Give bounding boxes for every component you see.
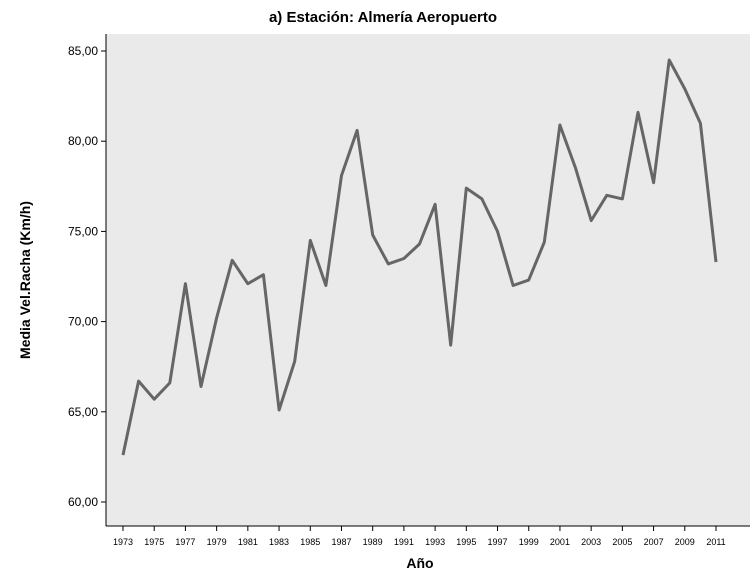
x-axis-label: Año (406, 555, 433, 571)
x-tick-label: 1977 (175, 537, 195, 547)
y-tick-label: 85,00 (68, 44, 98, 58)
y-axis: 60,00 65,00 70,00 75,00 80,00 85,00 (68, 34, 107, 526)
x-tick-label: 1999 (519, 537, 539, 547)
chart-title: a) Estación: Almería Aeropuerto (269, 9, 497, 26)
x-tick-label: 2001 (550, 537, 570, 547)
x-tick-label: 1993 (425, 537, 445, 547)
y-tick-label: 80,00 (68, 134, 98, 148)
x-tick-label: 1973 (113, 537, 133, 547)
x-tick-label: 2007 (644, 537, 664, 547)
plot-area (106, 34, 750, 526)
y-axis-label: Media Vel.Racha (Km/h) (17, 201, 33, 359)
y-tick-label: 70,00 (68, 315, 98, 329)
x-tick-label: 1981 (238, 537, 258, 547)
x-tick-label: 1989 (363, 537, 383, 547)
series-line (121, 58, 718, 456)
x-tick-label: 1991 (394, 537, 414, 547)
x-axis: 1973 1975 1977 1979 1981 1983 1985 1987 1989 1991… (106, 525, 750, 547)
y-tick-label: 60,00 (68, 495, 98, 509)
x-tick-label: 2005 (612, 537, 632, 547)
y-tick-label: 65,00 (68, 405, 98, 419)
x-tick-label: 2009 (675, 537, 695, 547)
x-tick-label: 1985 (300, 537, 320, 547)
x-tick-label: 2011 (706, 537, 725, 547)
x-tick-label: 1997 (488, 537, 508, 547)
x-tick-label: 1979 (207, 537, 227, 547)
x-tick-label: 1975 (144, 537, 164, 547)
x-tick-label: 1995 (456, 537, 476, 547)
x-tick-label: 1983 (269, 537, 289, 547)
y-tick-label: 75,00 (68, 224, 98, 238)
x-tick-label: 2003 (581, 537, 601, 547)
x-tick-label: 1987 (331, 537, 351, 547)
